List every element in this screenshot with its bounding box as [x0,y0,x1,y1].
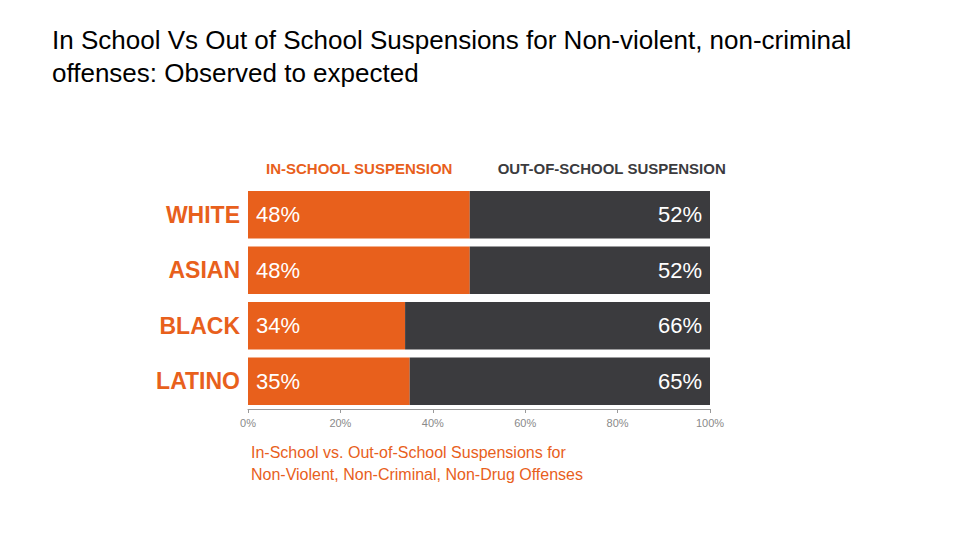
svg-text:0%: 0% [240,417,256,429]
svg-text:In-School vs. Out-of-School Su: In-School vs. Out-of-School Suspensions … [251,444,570,461]
svg-text:48%: 48% [256,202,300,227]
svg-text:WHITE: WHITE [166,202,240,228]
svg-text:34%: 34% [256,313,300,338]
svg-text:66%: 66% [658,313,702,338]
svg-text:20%: 20% [329,417,351,429]
svg-text:52%: 52% [658,258,702,283]
svg-text:In School Vs Out of School Sus: In School Vs Out of School Suspensions f… [52,25,858,55]
svg-text:offenses: Observed to expected: offenses: Observed to expected [52,58,419,88]
svg-text:35%: 35% [256,369,300,394]
svg-text:65%: 65% [658,369,702,394]
svg-text:ASIAN: ASIAN [168,257,240,283]
svg-text:40%: 40% [422,417,444,429]
svg-text:80%: 80% [607,417,629,429]
svg-text:Non-Violent, Non-Criminal, Non: Non-Violent, Non-Criminal, Non-Drug Offe… [251,466,583,483]
svg-text:LATINO: LATINO [156,368,240,394]
svg-text:100%: 100% [696,417,724,429]
svg-text:BLACK: BLACK [160,313,241,339]
svg-text:48%: 48% [256,258,300,283]
svg-text:60%: 60% [514,417,536,429]
svg-text:52%: 52% [658,202,702,227]
svg-text:IN-SCHOOL SUSPENSION: IN-SCHOOL SUSPENSION [266,160,452,177]
svg-text:OUT-OF-SCHOOL SUSPENSION: OUT-OF-SCHOOL SUSPENSION [498,160,726,177]
